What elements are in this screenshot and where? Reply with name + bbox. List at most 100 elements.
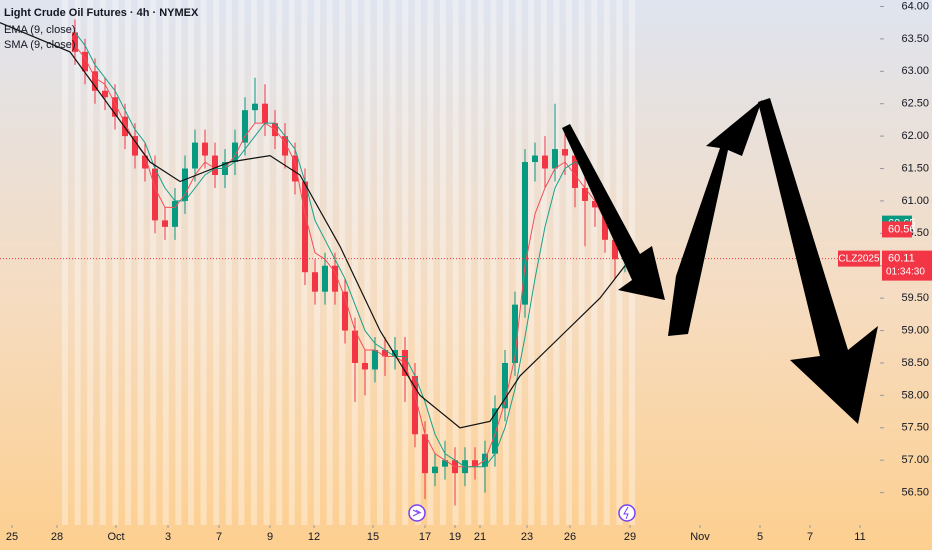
- symbol-label-bg: [838, 250, 880, 267]
- candle-body: [172, 200, 178, 227]
- x-tick-label: 3: [165, 531, 171, 543]
- session-stripe: [112, 0, 119, 525]
- candle-body: [522, 162, 528, 305]
- candle-body: [162, 220, 168, 227]
- candle-body: [422, 434, 428, 474]
- event-icon-glyph: [623, 506, 629, 520]
- candle-body: [412, 375, 418, 435]
- y-tick-label: 58.00: [901, 389, 929, 401]
- x-tick-label: 11: [854, 531, 865, 543]
- candle-body: [542, 155, 548, 169]
- session-stripe: [62, 0, 68, 525]
- candle-body: [312, 272, 318, 292]
- candle-body: [532, 155, 538, 163]
- y-tick-label: 63.00: [901, 65, 929, 77]
- candle-body: [152, 168, 158, 221]
- candle-body: [302, 181, 308, 273]
- candle-body: [232, 142, 238, 163]
- session-stripe: [553, 0, 560, 525]
- session-stripe: [188, 0, 194, 525]
- symbol-label: CLZ2025: [838, 253, 880, 264]
- session-stripe: [74, 0, 81, 525]
- candle-body: [382, 350, 388, 357]
- candle-body: [362, 362, 368, 370]
- x-tick-label: 5: [757, 531, 763, 543]
- candle-body: [102, 90, 108, 98]
- indicator-line: [74, 45, 626, 468]
- x-tick-label: 7: [807, 531, 813, 543]
- session-stripe: [175, 0, 182, 525]
- candle-body: [282, 136, 288, 156]
- indicator-line: [0, 22, 626, 429]
- y-tick-label: 57.50: [901, 422, 929, 434]
- session-stripe: [414, 0, 421, 525]
- session-stripe: [87, 0, 94, 525]
- session-stripe: [213, 0, 220, 525]
- event-icon-circle[interactable]: [408, 504, 426, 522]
- session-stripe: [150, 0, 157, 525]
- session-stripe: [389, 0, 396, 525]
- grid: [11, 5, 884, 528]
- arrow-drawing: [562, 124, 665, 300]
- candle-body: [212, 155, 218, 175]
- y-tick-label: 61.00: [901, 195, 929, 207]
- x-tick-label: 25: [6, 531, 18, 543]
- session-stripe: [566, 0, 572, 525]
- candle-body: [332, 265, 338, 292]
- chart-title: Light Crude Oil Futures · 4h · NYMEX: [4, 7, 199, 19]
- session-stripe: [427, 0, 434, 525]
- x-tick-label: 15: [367, 531, 379, 543]
- candle-body: [192, 142, 198, 169]
- y-tick-label: 63.50: [901, 33, 929, 45]
- x-tick-label: 28: [51, 531, 63, 543]
- candle-body: [132, 136, 138, 156]
- session-stripe: [238, 0, 245, 525]
- session-stripe: [465, 0, 472, 525]
- candle-body: [112, 97, 118, 117]
- x-tick-label: 21: [474, 531, 486, 543]
- x-tick-label: 17: [419, 531, 431, 543]
- last-price-label: 60.11: [888, 253, 915, 265]
- session-stripe: [200, 0, 207, 525]
- event-icon-glyph: [412, 509, 422, 517]
- event-icon[interactable]: [618, 504, 636, 522]
- x-tick-label: 9: [267, 531, 273, 543]
- arrow-drawing: [758, 98, 878, 424]
- candle-body: [552, 149, 558, 169]
- legend-entry: EMA (9, close): [4, 24, 76, 36]
- x-tick-label: Oct: [107, 531, 124, 543]
- event-icon-circle[interactable]: [618, 504, 636, 522]
- y-tick-label: 56.50: [901, 486, 929, 498]
- last-price-bg: [882, 250, 932, 281]
- indicator-line: [74, 32, 626, 468]
- candle-body: [122, 116, 128, 137]
- candle-body: [442, 460, 448, 467]
- candle-body: [352, 330, 358, 363]
- candle-body: [572, 155, 578, 188]
- y-tick-label: 61.50: [901, 162, 929, 174]
- event-icon[interactable]: [408, 504, 426, 522]
- candle-body: [372, 350, 378, 370]
- session-stripe: [377, 0, 383, 525]
- y-tick-label: 62.00: [901, 130, 929, 142]
- price-label-bg: [882, 221, 912, 238]
- session-stripe: [314, 0, 320, 525]
- session-stripe: [225, 0, 232, 525]
- candle-body: [72, 32, 78, 52]
- candle-body: [602, 207, 608, 240]
- candle-body: [92, 71, 98, 91]
- session-stripe: [326, 0, 333, 525]
- session-stripe: [402, 0, 409, 525]
- x-tick-label: 29: [624, 531, 636, 543]
- x-tick-label: 19: [449, 531, 461, 543]
- session-stripe: [452, 0, 459, 525]
- session-stripe: [540, 0, 547, 525]
- candle-body: [592, 200, 598, 208]
- x-tick-label: 26: [564, 531, 576, 543]
- session-stripe: [339, 0, 346, 525]
- candle-body: [202, 142, 208, 156]
- legend-entry: SMA (9, close): [4, 39, 76, 51]
- candle-body: [502, 362, 508, 409]
